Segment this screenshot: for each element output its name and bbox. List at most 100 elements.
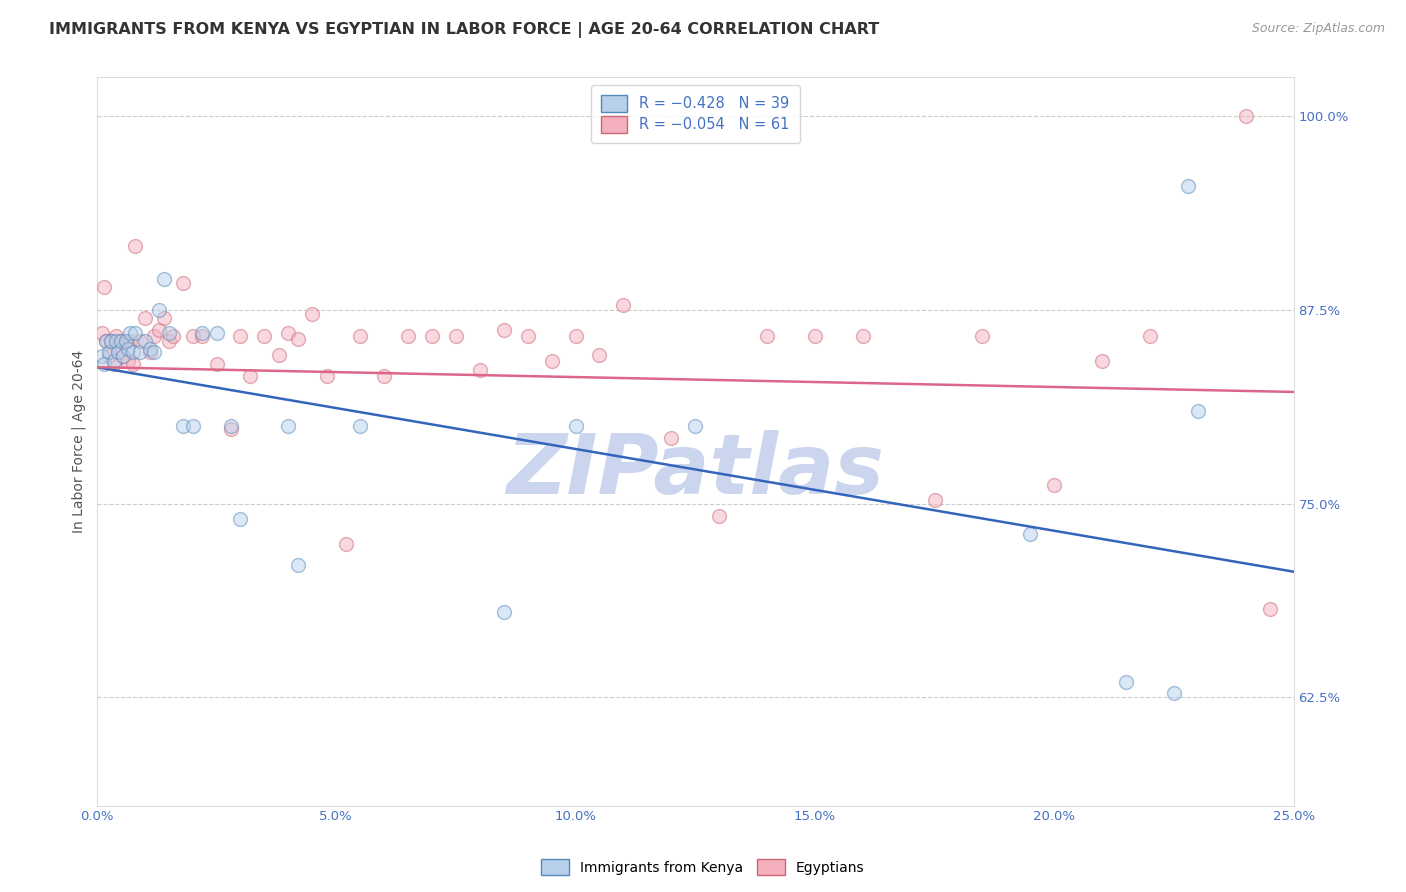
Point — [301, 308, 323, 322]
Point — [172, 277, 194, 291]
Point — [138, 342, 160, 356]
Point — [267, 348, 290, 362]
Point — [396, 329, 419, 343]
Point — [349, 419, 371, 434]
Point — [373, 369, 395, 384]
Point — [205, 326, 228, 340]
Text: ZIPatlas: ZIPatlas — [506, 430, 884, 511]
Point — [219, 419, 242, 434]
Point — [121, 357, 143, 371]
Point — [1177, 178, 1199, 193]
Point — [492, 605, 515, 619]
Point — [492, 323, 515, 337]
Point — [205, 357, 228, 371]
Legend: Immigrants from Kenya, Egyptians: Immigrants from Kenya, Egyptians — [536, 854, 870, 880]
Point — [100, 334, 122, 348]
Point — [540, 354, 562, 368]
Point — [100, 334, 122, 348]
Point — [138, 344, 160, 359]
Point — [112, 349, 135, 363]
Point — [117, 342, 139, 356]
Point — [120, 326, 142, 340]
Point — [107, 344, 129, 359]
Point — [191, 329, 214, 343]
Point — [1163, 685, 1185, 699]
Text: Source: ZipAtlas.com: Source: ZipAtlas.com — [1251, 22, 1385, 36]
Point — [103, 357, 125, 371]
Point — [588, 348, 610, 362]
Point — [191, 326, 214, 340]
Point — [420, 329, 443, 343]
Point — [683, 419, 706, 434]
Point — [1115, 674, 1137, 689]
Point — [253, 329, 276, 343]
Point — [924, 493, 946, 508]
Point — [239, 369, 262, 384]
Point — [172, 419, 194, 434]
Point — [1043, 478, 1066, 492]
Point — [335, 537, 357, 551]
Point — [153, 310, 176, 325]
Point — [564, 419, 586, 434]
Point — [143, 344, 166, 359]
Point — [564, 329, 586, 343]
Point — [120, 334, 142, 348]
Point — [287, 332, 309, 346]
Point — [659, 432, 682, 446]
Point — [468, 363, 491, 377]
Y-axis label: In Labor Force | Age 20-64: In Labor Force | Age 20-64 — [72, 350, 86, 533]
Point — [134, 310, 156, 325]
Point — [143, 329, 166, 343]
Point — [229, 512, 252, 526]
Point — [157, 326, 180, 340]
Point — [105, 329, 128, 343]
Point — [612, 298, 634, 312]
Point — [124, 239, 146, 253]
Point — [756, 329, 779, 343]
Point — [852, 329, 875, 343]
Point — [134, 334, 156, 348]
Point — [1139, 329, 1161, 343]
Point — [444, 329, 467, 343]
Point — [1234, 109, 1257, 123]
Point — [277, 326, 299, 340]
Point — [129, 334, 152, 348]
Point — [103, 354, 125, 368]
Point — [1187, 403, 1209, 417]
Point — [129, 344, 152, 359]
Point — [112, 349, 135, 363]
Point — [148, 323, 170, 337]
Point — [162, 329, 184, 343]
Point — [1258, 602, 1281, 616]
Point — [315, 369, 337, 384]
Point — [96, 334, 118, 348]
Point — [114, 334, 136, 348]
Point — [117, 354, 139, 368]
Point — [97, 344, 120, 359]
Point — [972, 329, 994, 343]
Point — [97, 349, 120, 363]
Point — [107, 344, 129, 359]
Point — [181, 329, 204, 343]
Point — [157, 334, 180, 348]
Point — [110, 334, 132, 348]
Point — [148, 302, 170, 317]
Point — [96, 334, 118, 348]
Point — [105, 334, 128, 348]
Text: IMMIGRANTS FROM KENYA VS EGYPTIAN IN LABOR FORCE | AGE 20-64 CORRELATION CHART: IMMIGRANTS FROM KENYA VS EGYPTIAN IN LAB… — [49, 22, 880, 38]
Point — [229, 329, 252, 343]
Point — [1091, 354, 1114, 368]
Point — [804, 329, 827, 343]
Point — [219, 422, 242, 436]
Point — [349, 329, 371, 343]
Point — [153, 272, 176, 286]
Point — [516, 329, 538, 343]
Point — [93, 279, 115, 293]
Point — [90, 326, 112, 340]
Point — [287, 558, 309, 573]
Point — [124, 326, 146, 340]
Point — [121, 344, 143, 359]
Point — [114, 334, 136, 348]
Legend: R = −0.428   N = 39, R = −0.054   N = 61: R = −0.428 N = 39, R = −0.054 N = 61 — [591, 85, 800, 144]
Point — [1019, 527, 1042, 541]
